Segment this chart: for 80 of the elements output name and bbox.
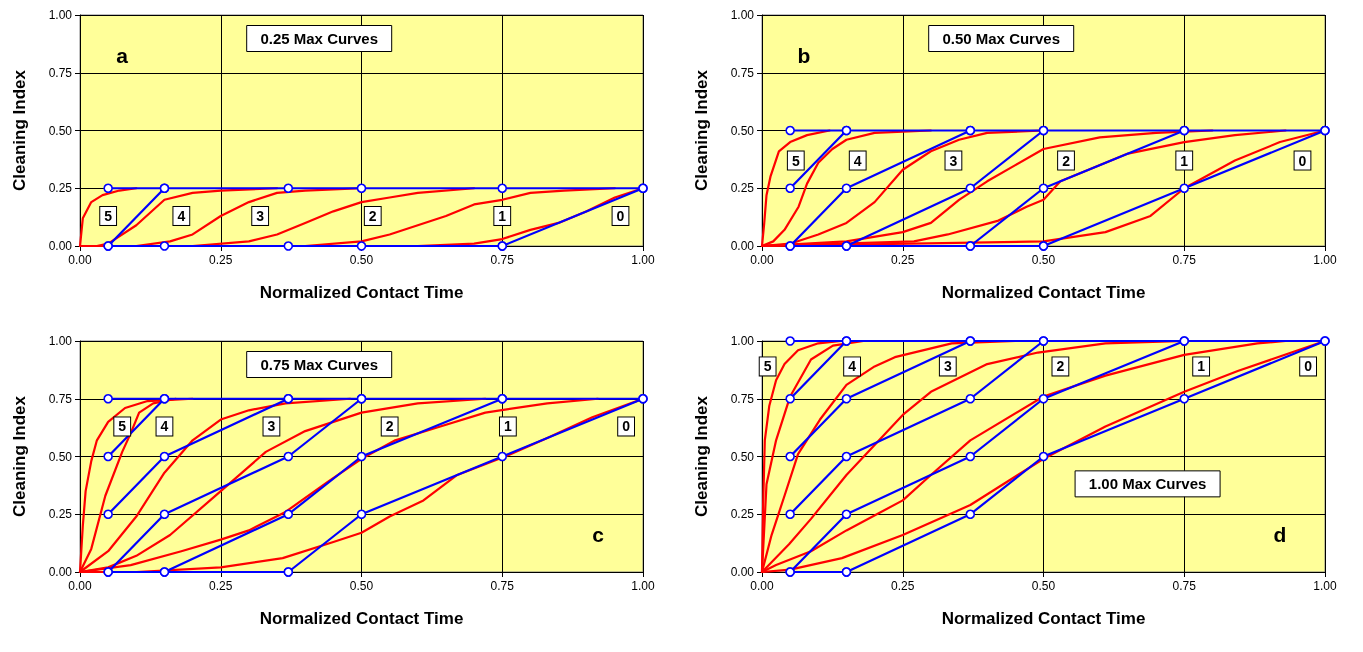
annotation: d (1273, 522, 1287, 546)
annotation: 0 (622, 418, 631, 435)
x-tick-label: 1.00 (631, 579, 655, 593)
x-tick-label: 0.25 (209, 253, 233, 267)
y-tick-label: 1.00 (48, 8, 73, 22)
annotation: 5 (104, 207, 113, 224)
text: 0.25 Max Curves (260, 30, 378, 47)
y-tick-label: 0.50 (730, 123, 755, 138)
x-tick-label: 0.75 (490, 253, 515, 267)
x-tick-label: 1.00 (1313, 579, 1337, 593)
y-axis-title: Cleaning Index (692, 69, 711, 191)
y-tick-label: 0.25 (730, 507, 755, 522)
annotation: 3 (949, 152, 958, 169)
annotation: 0 (616, 207, 625, 224)
annotation: 5 (791, 152, 800, 169)
x-tick-label: 0.00 (68, 579, 92, 593)
x-tick-label: 0.00 (750, 253, 774, 267)
y-tick-label: 0.25 (48, 507, 73, 522)
annotation: 4 (853, 152, 862, 169)
y-tick-label: 0.75 (730, 391, 755, 406)
annotation: 2 (1062, 152, 1071, 169)
y-axis-title: Cleaning Index (10, 69, 29, 191)
annotation: 3 (943, 358, 952, 375)
annotation: 3 (267, 418, 276, 435)
annotation: 2 (368, 207, 377, 224)
y-tick-label: 0.00 (48, 239, 73, 253)
text: 0.50 Max Curves (942, 30, 1060, 47)
annotation: 1 (498, 207, 507, 224)
x-tick-label: 0.75 (490, 579, 515, 593)
y-tick-label: 1.00 (730, 334, 755, 348)
x-tick-label: 1.00 (1313, 253, 1337, 267)
annotation: c (592, 522, 605, 546)
y-tick-label: 0.75 (730, 65, 755, 80)
x-tick-label: 0.75 (1172, 579, 1197, 593)
y-tick-label: 0.75 (48, 391, 73, 406)
annotation: 2 (1056, 358, 1065, 375)
x-tick-label: 0.25 (891, 253, 915, 267)
y-tick-label: 0.75 (48, 65, 73, 80)
x-tick-label: 0.50 (349, 253, 374, 267)
x-axis-title: Normalized Contact Time (259, 283, 464, 302)
y-tick-label: 0.00 (730, 239, 755, 253)
annotation: 0 (1298, 152, 1307, 169)
x-tick-label: 0.50 (1031, 579, 1056, 593)
x-axis-title: Normalized Contact Time (259, 609, 464, 628)
annotation: 1 (1197, 358, 1206, 375)
annotation: 5 (763, 358, 772, 375)
annotation: 1 (1180, 152, 1189, 169)
annotation: 4 (160, 418, 169, 435)
x-tick-label: 0.25 (209, 579, 233, 593)
y-tick-label: 0.50 (730, 449, 755, 464)
x-tick-label: 0.50 (349, 579, 374, 593)
annotation: a (116, 43, 129, 67)
annotation: 1 (503, 418, 512, 435)
y-tick-label: 0.00 (48, 565, 73, 579)
y-tick-label: 0.25 (48, 181, 73, 196)
y-tick-label: 0.00 (730, 565, 755, 579)
y-axis-title: Cleaning Index (692, 395, 711, 517)
x-tick-label: 0.50 (1031, 253, 1056, 267)
annotation: b (797, 43, 811, 67)
annotation: 0 (1304, 358, 1313, 375)
y-tick-label: 0.50 (48, 123, 73, 138)
annotation: 5 (118, 418, 127, 435)
annotation: 2 (385, 418, 394, 435)
y-tick-label: 1.00 (730, 8, 755, 22)
x-tick-label: 0.00 (68, 253, 92, 267)
x-axis-title: Normalized Contact Time (941, 609, 1146, 628)
x-tick-label: 1.00 (631, 253, 655, 267)
annotation: 4 (848, 358, 857, 375)
y-axis-title: Cleaning Index (10, 395, 29, 517)
text: 1.00 Max Curves (1088, 475, 1207, 493)
y-tick-label: 0.25 (730, 181, 755, 196)
annotation: 4 (177, 207, 186, 224)
x-axis-title: Normalized Contact Time (941, 283, 1146, 302)
x-tick-label: 0.25 (891, 579, 915, 593)
x-tick-label: 0.75 (1172, 253, 1197, 267)
y-tick-label: 1.00 (48, 334, 73, 348)
annotation: 3 (256, 207, 265, 224)
text: 0.75 Max Curves (260, 356, 378, 373)
x-tick-label: 0.00 (750, 579, 774, 593)
y-tick-label: 0.50 (48, 449, 73, 464)
